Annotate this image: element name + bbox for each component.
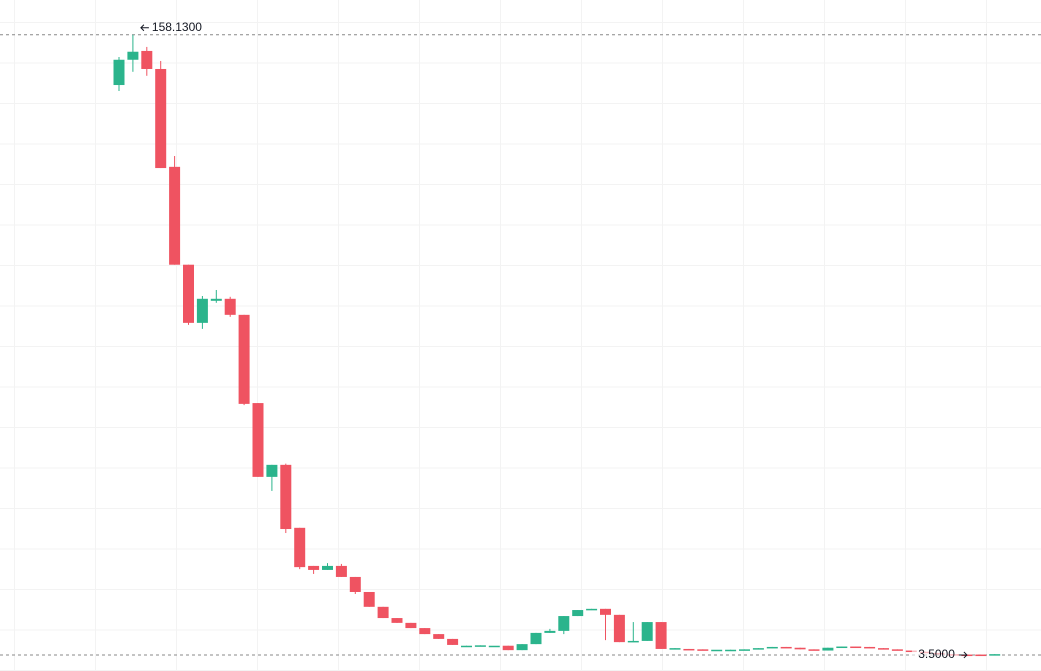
candle-body [447,638,459,645]
candle-body [461,645,472,648]
candle-body [780,646,792,649]
candle-body [864,646,876,649]
candle-body [405,622,417,629]
candle-body [224,298,236,315]
candle-body [725,649,737,652]
candle-body [169,166,181,265]
candle-body [391,618,403,623]
candle-body [822,647,834,651]
candle-body [905,650,917,653]
candle-body [586,608,598,611]
candle-body [627,640,639,643]
candle-body [183,264,194,323]
candle-body [308,565,320,570]
candle-body [697,649,709,651]
candle-body [641,622,653,641]
candle-body [488,645,500,648]
candle-body [752,648,764,650]
candle-body [433,634,445,639]
candle-body [349,576,361,592]
candle-body [711,649,723,652]
candle-body [600,608,611,615]
candle-body [739,649,750,651]
candle-body [613,614,625,643]
candle-body [196,298,208,323]
max-label: 158.1300 [152,20,202,34]
candle-body [127,51,139,60]
candle-body [363,591,375,607]
candle-body [322,565,333,570]
label-bg [911,648,958,662]
candle-body [294,527,306,568]
candle-body [655,622,667,649]
candle-body [836,646,848,649]
candle-body [141,50,153,69]
candle-body [502,645,514,651]
candle-body [113,59,125,86]
candle-body [878,648,889,650]
candle-body [850,646,862,649]
arrow-left [140,24,149,32]
min-label: 3.5000 [918,647,955,661]
candle-body [989,654,1001,656]
candle-body [891,649,903,651]
candle-body [572,610,584,617]
candle-body [530,632,542,645]
candle-body [558,616,570,631]
candle-body [377,606,389,619]
candle-body [155,68,167,169]
candle-body [794,647,806,650]
candle-body [210,298,222,301]
candle-body [683,648,695,651]
candle-body [808,649,820,651]
candle-body [544,630,556,633]
candle-body [474,645,486,647]
candle-body [266,464,278,477]
candle-body [419,628,431,635]
candle-body [252,403,264,477]
candle-body [335,565,347,577]
arrow-right [958,651,968,659]
candle-body [280,464,292,530]
candle-body [516,644,528,651]
candle-body [669,648,681,650]
candle-body [975,654,987,657]
candle-body [766,646,778,649]
candle-body [238,314,250,404]
